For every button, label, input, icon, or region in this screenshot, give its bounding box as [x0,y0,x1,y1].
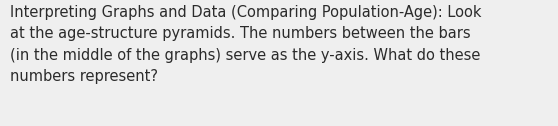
Text: Interpreting Graphs and Data (Comparing Population-Age): Look
at the age-structu: Interpreting Graphs and Data (Comparing … [10,5,482,84]
